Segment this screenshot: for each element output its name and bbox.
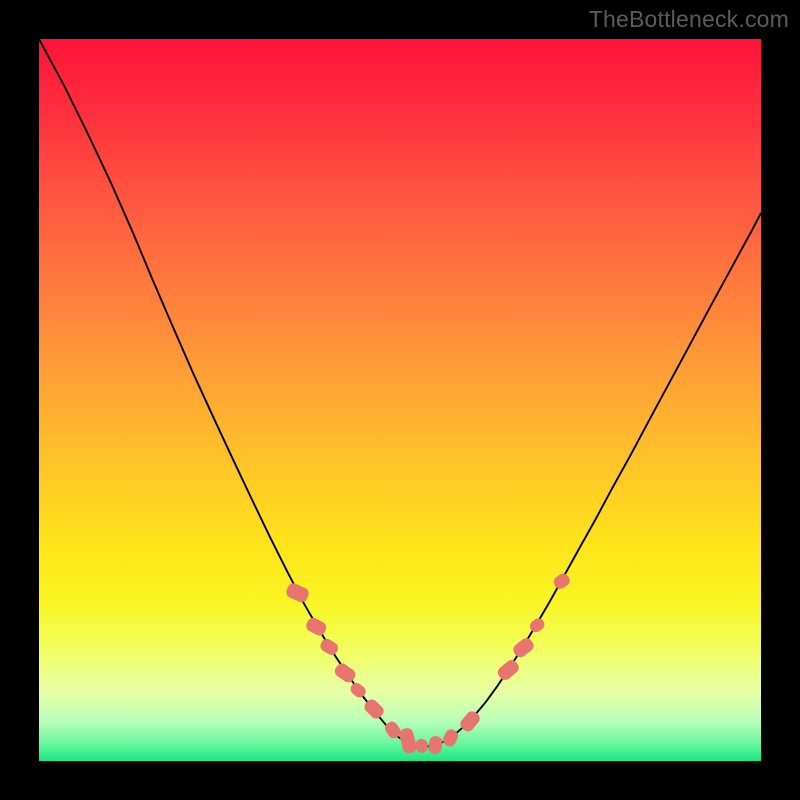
marker-3: [333, 661, 358, 685]
marker-4: [348, 681, 368, 700]
chart-container: TheBottleneck.com: [0, 0, 800, 800]
marker-2: [318, 637, 340, 657]
plot-area: [39, 39, 761, 761]
marker-13: [511, 636, 536, 660]
curve-layer: [39, 39, 761, 761]
marker-7: [398, 727, 418, 755]
marker-1: [304, 616, 328, 638]
watermark-text: TheBottleneck.com: [589, 6, 789, 33]
marker-14: [528, 616, 547, 635]
marker-12: [495, 658, 521, 683]
marker-8: [415, 738, 428, 753]
v-curve: [39, 39, 761, 747]
marker-0: [284, 581, 310, 604]
marker-11: [458, 709, 482, 734]
marker-15: [551, 571, 572, 591]
marker-9: [427, 735, 443, 755]
marker-10: [441, 727, 460, 748]
